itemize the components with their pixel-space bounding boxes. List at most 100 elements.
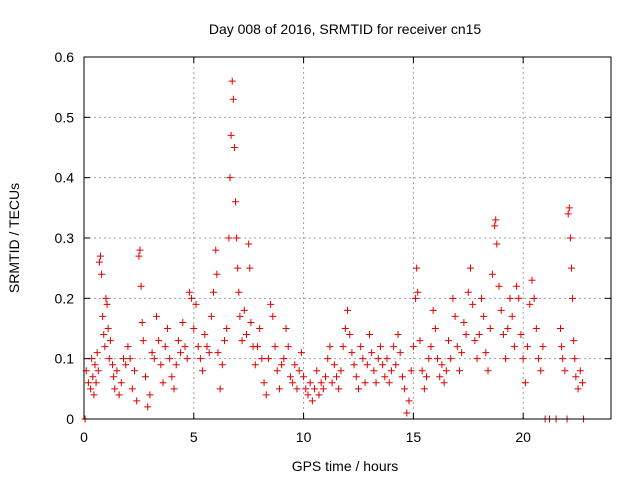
data-point [333, 373, 341, 381]
data-point [168, 373, 176, 381]
data-point [109, 361, 117, 369]
data-point [372, 379, 380, 387]
data-point [383, 355, 391, 363]
data-point [89, 373, 97, 381]
data-point [453, 343, 461, 351]
data-point [105, 355, 113, 363]
data-point [179, 318, 187, 326]
data-point [240, 306, 248, 314]
x-tick-label: 5 [190, 429, 198, 445]
y-tick-label: 0.6 [55, 49, 75, 65]
data-point [148, 349, 156, 357]
data-point [256, 325, 264, 332]
data-point [313, 367, 321, 375]
data-point [199, 367, 207, 375]
data-point [96, 252, 104, 260]
data-point [128, 385, 136, 393]
data-point [306, 379, 314, 387]
data-point [146, 391, 154, 399]
data-point [196, 355, 204, 363]
data-point [374, 355, 382, 363]
data-point [135, 252, 143, 260]
data-point [519, 355, 527, 363]
data-point [442, 367, 450, 375]
data-point [572, 373, 580, 381]
data-point [532, 325, 540, 332]
data-point [569, 294, 577, 302]
data-point [246, 264, 254, 272]
data-point [559, 355, 567, 363]
data-point [564, 210, 572, 218]
data-point [486, 325, 494, 332]
data-point [392, 361, 400, 369]
data-point [352, 373, 360, 381]
data-point [207, 312, 215, 320]
data-point [262, 391, 270, 399]
data-point [302, 385, 310, 393]
data-point [344, 306, 351, 314]
data-point [319, 385, 327, 393]
data-point [282, 325, 290, 332]
data-point [251, 361, 259, 369]
data-point [124, 343, 132, 351]
data-point [308, 397, 316, 405]
data-point [455, 367, 463, 375]
data-point [497, 306, 505, 314]
data-point [354, 385, 362, 393]
data-point [120, 355, 128, 363]
data-point [218, 361, 226, 369]
data-point [517, 331, 525, 339]
data-point [138, 318, 146, 326]
data-point [365, 331, 373, 339]
data-point [513, 282, 521, 290]
data-point [92, 379, 100, 387]
data-point [466, 264, 474, 272]
data-point [122, 361, 130, 369]
data-point [203, 343, 211, 351]
data-point [110, 373, 118, 381]
data-point [133, 397, 141, 405]
data-point [227, 131, 235, 139]
data-point [475, 331, 483, 339]
data-point [385, 379, 393, 387]
data-point [473, 355, 481, 363]
data-point [451, 312, 459, 320]
data-point [335, 385, 343, 393]
data-point [216, 385, 224, 393]
data-point [271, 343, 279, 351]
data-point [431, 325, 439, 332]
data-point [488, 270, 496, 278]
data-point [174, 337, 182, 345]
data-point [350, 361, 358, 369]
data-point [230, 144, 238, 151]
data-point [100, 331, 108, 339]
data-point [491, 222, 499, 230]
data-point [558, 343, 566, 351]
data-point [233, 234, 241, 242]
data-point [574, 385, 582, 393]
data-point [412, 294, 420, 302]
data-point [210, 288, 218, 296]
data-point [247, 318, 255, 326]
data-point [495, 282, 503, 290]
data-point [163, 325, 171, 332]
data-point [201, 331, 209, 339]
data-point [289, 379, 297, 387]
data-point [515, 294, 523, 302]
data-point [396, 349, 404, 357]
chart-title: Day 008 of 2016, SRMTID for receiver cn1… [209, 21, 482, 37]
data-point [480, 312, 488, 320]
data-point [324, 355, 332, 363]
data-point [326, 343, 334, 351]
data-point [90, 391, 98, 399]
data-point [238, 337, 246, 345]
data-point [567, 264, 575, 272]
data-point [423, 373, 431, 381]
data-point [139, 337, 147, 345]
data-point [566, 234, 574, 242]
data-point [172, 361, 180, 369]
data-point [425, 355, 433, 363]
data-point [137, 282, 145, 290]
data-point [194, 343, 202, 351]
data-point [508, 312, 516, 320]
